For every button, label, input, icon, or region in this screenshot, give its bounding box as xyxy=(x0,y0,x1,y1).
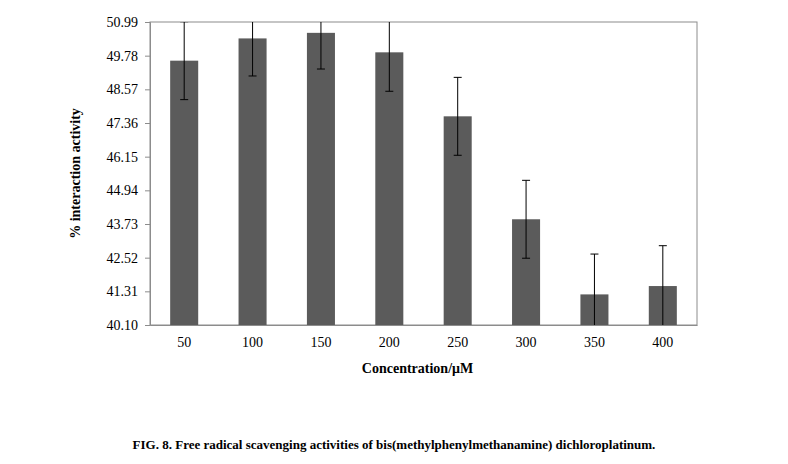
error-stem xyxy=(526,180,527,258)
y-tick: 47.36 xyxy=(107,116,151,131)
error-bar xyxy=(249,22,257,76)
error-bar xyxy=(317,22,325,69)
y-tick-label: 43.73 xyxy=(107,217,139,232)
x-tick-label: 150 xyxy=(310,335,331,350)
title: FIG. 8. Free radical scavenging activiti… xyxy=(133,437,656,452)
error-cap xyxy=(454,155,462,156)
bar xyxy=(170,61,198,325)
y-tick-label: 47.36 xyxy=(107,116,139,131)
y-tick: 48.57 xyxy=(107,82,151,97)
x-tick-label: 100 xyxy=(242,335,263,350)
error-stem xyxy=(320,22,321,69)
x-tick: 300 xyxy=(516,325,537,350)
error-stem xyxy=(252,22,253,76)
y-axis-line xyxy=(145,23,151,326)
error-stem xyxy=(457,77,458,155)
error-bar xyxy=(522,180,530,258)
x-axis-title: Concentration/μM xyxy=(362,361,473,376)
y-tick-label: 42.52 xyxy=(107,251,139,266)
y-tick-mark xyxy=(145,190,150,191)
x-tick: 400 xyxy=(652,325,673,350)
y-tick: 40.10 xyxy=(107,318,151,333)
error-cap xyxy=(590,254,598,255)
error-stem xyxy=(184,22,185,100)
y-tick-label: 44.94 xyxy=(107,183,139,198)
y-tick-label: 46.15 xyxy=(107,150,139,165)
error-cap xyxy=(180,22,188,23)
y-axis-title: % interaction activity xyxy=(68,108,83,239)
x-tick: 250 xyxy=(447,325,468,350)
error-cap xyxy=(180,99,188,100)
x-tick: 100 xyxy=(242,325,263,350)
error-bar xyxy=(180,22,188,100)
y-axis: 40.10 41.31 42.52 43.73 44.94 46.15 47.36 48.57… xyxy=(107,15,151,333)
y-tick-label: 49.78 xyxy=(107,49,139,64)
x-axis: 50 100 150 200 250 300 350 400 xyxy=(151,325,698,350)
error-cap xyxy=(249,75,257,76)
y-tick: 46.15 xyxy=(107,150,151,165)
x-tick: 200 xyxy=(379,325,400,350)
y-tick-label: 40.10 xyxy=(107,318,139,333)
x-tick-label: 200 xyxy=(379,335,400,350)
error-cap xyxy=(522,258,530,259)
bar xyxy=(239,38,267,325)
x-tick-label: 250 xyxy=(447,335,468,350)
error-stem xyxy=(389,22,390,91)
error-cap xyxy=(385,91,393,92)
error-bar xyxy=(385,22,393,91)
y-tick-mark xyxy=(145,258,150,259)
x-tick: 50 xyxy=(177,325,191,350)
error-cap xyxy=(317,69,325,70)
x-tick: 150 xyxy=(310,325,331,350)
y-tick-mark xyxy=(145,123,150,124)
error-cap xyxy=(454,77,462,78)
error-bar xyxy=(659,246,667,325)
y-tick-label: 48.57 xyxy=(107,82,139,97)
error-cap xyxy=(659,245,667,246)
y-tick: 49.78 xyxy=(107,49,151,64)
error-stem xyxy=(662,246,663,325)
error-bar xyxy=(590,254,598,325)
y-tick-mark xyxy=(145,22,150,23)
plot-frame xyxy=(150,22,697,325)
y-tick: 42.52 xyxy=(107,251,151,266)
y-tick: 44.94 xyxy=(107,183,151,198)
y-tick-mark xyxy=(145,325,150,326)
error-bar xyxy=(454,77,462,155)
y-tick: 41.31 xyxy=(107,284,151,299)
x-axis-line xyxy=(151,325,698,326)
y-tick: 43.73 xyxy=(107,217,151,232)
y-tick-label: 50.99 xyxy=(107,15,139,30)
bar xyxy=(375,52,403,325)
y-tick-mark xyxy=(145,224,150,225)
x-tick-label: 50 xyxy=(177,335,191,350)
y-tick: 50.99 xyxy=(107,15,151,30)
x-tick-label: 400 xyxy=(652,335,673,350)
chart: 40.10 41.31 42.52 43.73 44.94 46.15 47.36 48.57… xyxy=(0,0,788,464)
y-tick-mark xyxy=(145,291,150,292)
y-tick-mark xyxy=(145,56,150,57)
error-cap xyxy=(522,180,530,181)
x-tick-label: 350 xyxy=(584,335,605,350)
bar xyxy=(307,33,335,325)
x-tick: 350 xyxy=(584,325,605,350)
y-tick-mark xyxy=(145,157,150,158)
y-tick-mark xyxy=(145,89,150,90)
x-tick-label: 300 xyxy=(516,335,537,350)
marks xyxy=(170,22,677,325)
error-stem xyxy=(594,254,595,325)
y-tick-label: 41.31 xyxy=(107,284,139,299)
